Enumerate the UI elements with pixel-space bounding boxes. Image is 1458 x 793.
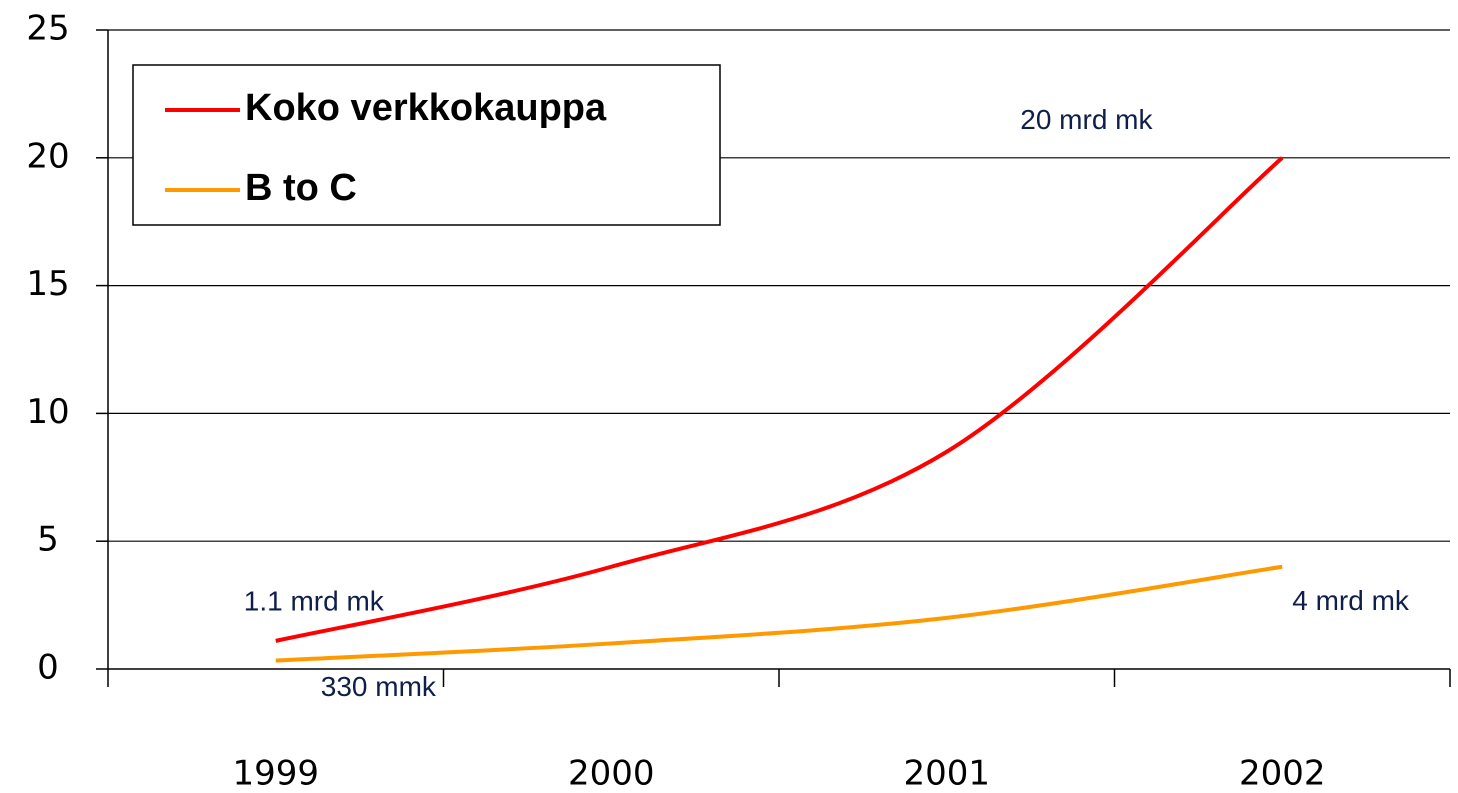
y-tick-label: 5 — [37, 520, 59, 560]
y-tick-label: 20 — [26, 136, 69, 176]
x-tick-label: 2002 — [1239, 754, 1326, 793]
y-tick-label: 10 — [26, 392, 69, 432]
value-label: 4 mrd mk — [1292, 585, 1410, 616]
value-label: 1.1 mrd mk — [244, 585, 385, 616]
x-tick-label: 2001 — [903, 754, 990, 793]
value-label: 330 mmk — [321, 671, 437, 702]
x-tick-label: 1999 — [232, 754, 319, 793]
line — [275, 564, 1283, 663]
legend-label: Koko verkkokauppa — [245, 87, 607, 129]
y-tick-label: 25 — [26, 9, 69, 49]
value-label: 20 mrd mk — [1020, 104, 1153, 135]
legend-box — [132, 64, 721, 226]
y-tick-label: 15 — [26, 264, 69, 304]
legend-label: B to C — [245, 167, 357, 209]
y-tick-label: 0 — [37, 648, 59, 688]
x-tick-label: 2000 — [568, 754, 655, 793]
line — [275, 156, 1284, 643]
